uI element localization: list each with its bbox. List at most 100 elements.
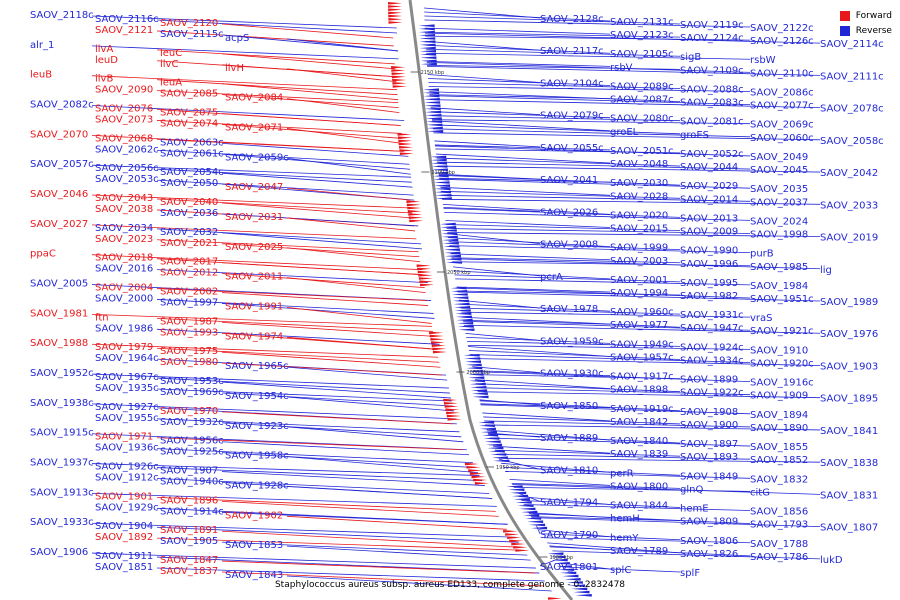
reverse-feature xyxy=(440,229,457,232)
connector-line xyxy=(156,168,412,183)
reverse-feature xyxy=(493,459,510,463)
connector-line xyxy=(473,370,611,376)
connector-line xyxy=(463,324,821,334)
reverse-feature xyxy=(491,456,508,459)
forward-feature xyxy=(431,341,446,344)
connector-line xyxy=(91,75,398,91)
forward-feature xyxy=(392,78,407,82)
connector-line xyxy=(286,486,493,499)
gene-label: SAOV_2131c xyxy=(610,17,674,28)
connector-line xyxy=(425,40,541,51)
connector-line xyxy=(453,270,611,280)
forward-feature xyxy=(429,334,444,338)
reverse-feature xyxy=(517,504,534,507)
gene-label: SAOV_1793 xyxy=(750,520,808,531)
connector-line xyxy=(221,23,394,39)
reverse-feature xyxy=(422,88,439,91)
connector-line xyxy=(429,99,821,108)
gene-label: SAOV_1912c xyxy=(95,472,159,483)
connector-line xyxy=(426,61,751,73)
connector-line xyxy=(435,145,751,157)
reverse-feature xyxy=(443,245,460,248)
reverse-feature xyxy=(508,488,525,491)
gene-label: sigB xyxy=(680,52,701,63)
connector-line xyxy=(156,328,440,345)
gene-label: SAOV_1897 xyxy=(680,439,738,450)
connector-line xyxy=(518,496,611,505)
gene-label: SAOV_1926c xyxy=(95,462,159,473)
gene-label: SAOV_2056c xyxy=(95,163,159,174)
tick-label: 2150 kbp xyxy=(421,70,445,76)
connector-line xyxy=(484,420,751,428)
gene-label: SAOV_2110c xyxy=(750,68,814,79)
reverse-feature xyxy=(431,162,448,165)
connector-line xyxy=(511,483,681,489)
forward-feature xyxy=(399,146,414,149)
gene-label: ilvH xyxy=(225,63,244,74)
forward-feature xyxy=(464,462,479,466)
gene-label: SAOV_1990 xyxy=(680,246,738,257)
forward-feature xyxy=(417,267,432,271)
reverse-feature xyxy=(432,171,449,175)
gene-label: lig xyxy=(820,265,832,276)
gene-label: SAOV_2126c xyxy=(750,36,814,47)
gene-label: SAOV_1935c xyxy=(95,383,159,394)
reverse-feature xyxy=(575,594,592,597)
gene-label: SAOV_2014 xyxy=(680,194,738,205)
forward-feature xyxy=(431,344,446,347)
gene-label: SAOV_2027 xyxy=(30,219,88,230)
gene-label: SAOV_1800 xyxy=(610,481,668,492)
connector-line xyxy=(547,542,681,554)
gene-label: SAOV_1831 xyxy=(820,490,878,501)
gene-label: SAOV_2116c xyxy=(95,14,159,25)
tick-label: 1900 kbp xyxy=(550,555,574,561)
reverse-feature xyxy=(420,62,437,66)
forward-feature xyxy=(391,72,406,75)
connector-line xyxy=(221,64,396,78)
reverse-feature xyxy=(420,56,437,59)
gene-label: SAOV_1932c xyxy=(160,417,224,428)
gene-label: SAOV_1919c xyxy=(610,404,674,415)
connector-line xyxy=(448,237,611,248)
reverse-feature xyxy=(444,251,461,255)
legend-reverse: Reverse xyxy=(839,23,892,38)
gene-label: SAOV_2001 xyxy=(610,275,668,286)
gene-label: SAOV_2075 xyxy=(160,108,218,119)
gene-label: glnQ xyxy=(680,484,703,495)
reverse-feature xyxy=(424,107,441,111)
connector-line xyxy=(156,228,422,245)
reverse-feature xyxy=(523,514,540,517)
reverse-feature xyxy=(553,562,570,565)
connector-line xyxy=(156,478,490,494)
reverse-feature xyxy=(420,59,437,63)
connector-line xyxy=(541,533,681,541)
reverse-feature xyxy=(467,373,484,376)
connector-line xyxy=(451,257,681,264)
reverse-feature xyxy=(469,382,486,386)
reverse-feature xyxy=(423,94,440,98)
connector-line xyxy=(221,530,519,548)
connector-line xyxy=(425,48,681,57)
gene-label: SAOV_1909 xyxy=(750,391,808,402)
reverse-feature xyxy=(465,363,482,367)
gene-label: ilvC xyxy=(160,59,178,70)
reverse-feature xyxy=(469,379,486,383)
gene-label: SAOV_1902 xyxy=(225,510,283,521)
reverse-feature xyxy=(566,581,583,584)
connector-line xyxy=(221,94,399,108)
connector-line xyxy=(512,484,821,495)
connector-line xyxy=(436,153,611,164)
reverse-feature xyxy=(481,430,498,434)
connector-line xyxy=(424,15,681,25)
connector-line xyxy=(432,120,611,132)
gene-label: SAOV_1997 xyxy=(160,297,218,308)
gene-label: SAOV_2128c xyxy=(540,14,604,25)
connector-line xyxy=(156,537,521,551)
connector-line xyxy=(468,350,681,360)
connector-line xyxy=(448,241,681,251)
gene-label: SAOV_1922c xyxy=(680,388,744,399)
reverse-feature xyxy=(457,325,474,328)
connector-line xyxy=(440,186,611,196)
gene-label: SAOV_1837 xyxy=(160,566,218,577)
gene-label: SAOV_1891 xyxy=(160,525,218,536)
